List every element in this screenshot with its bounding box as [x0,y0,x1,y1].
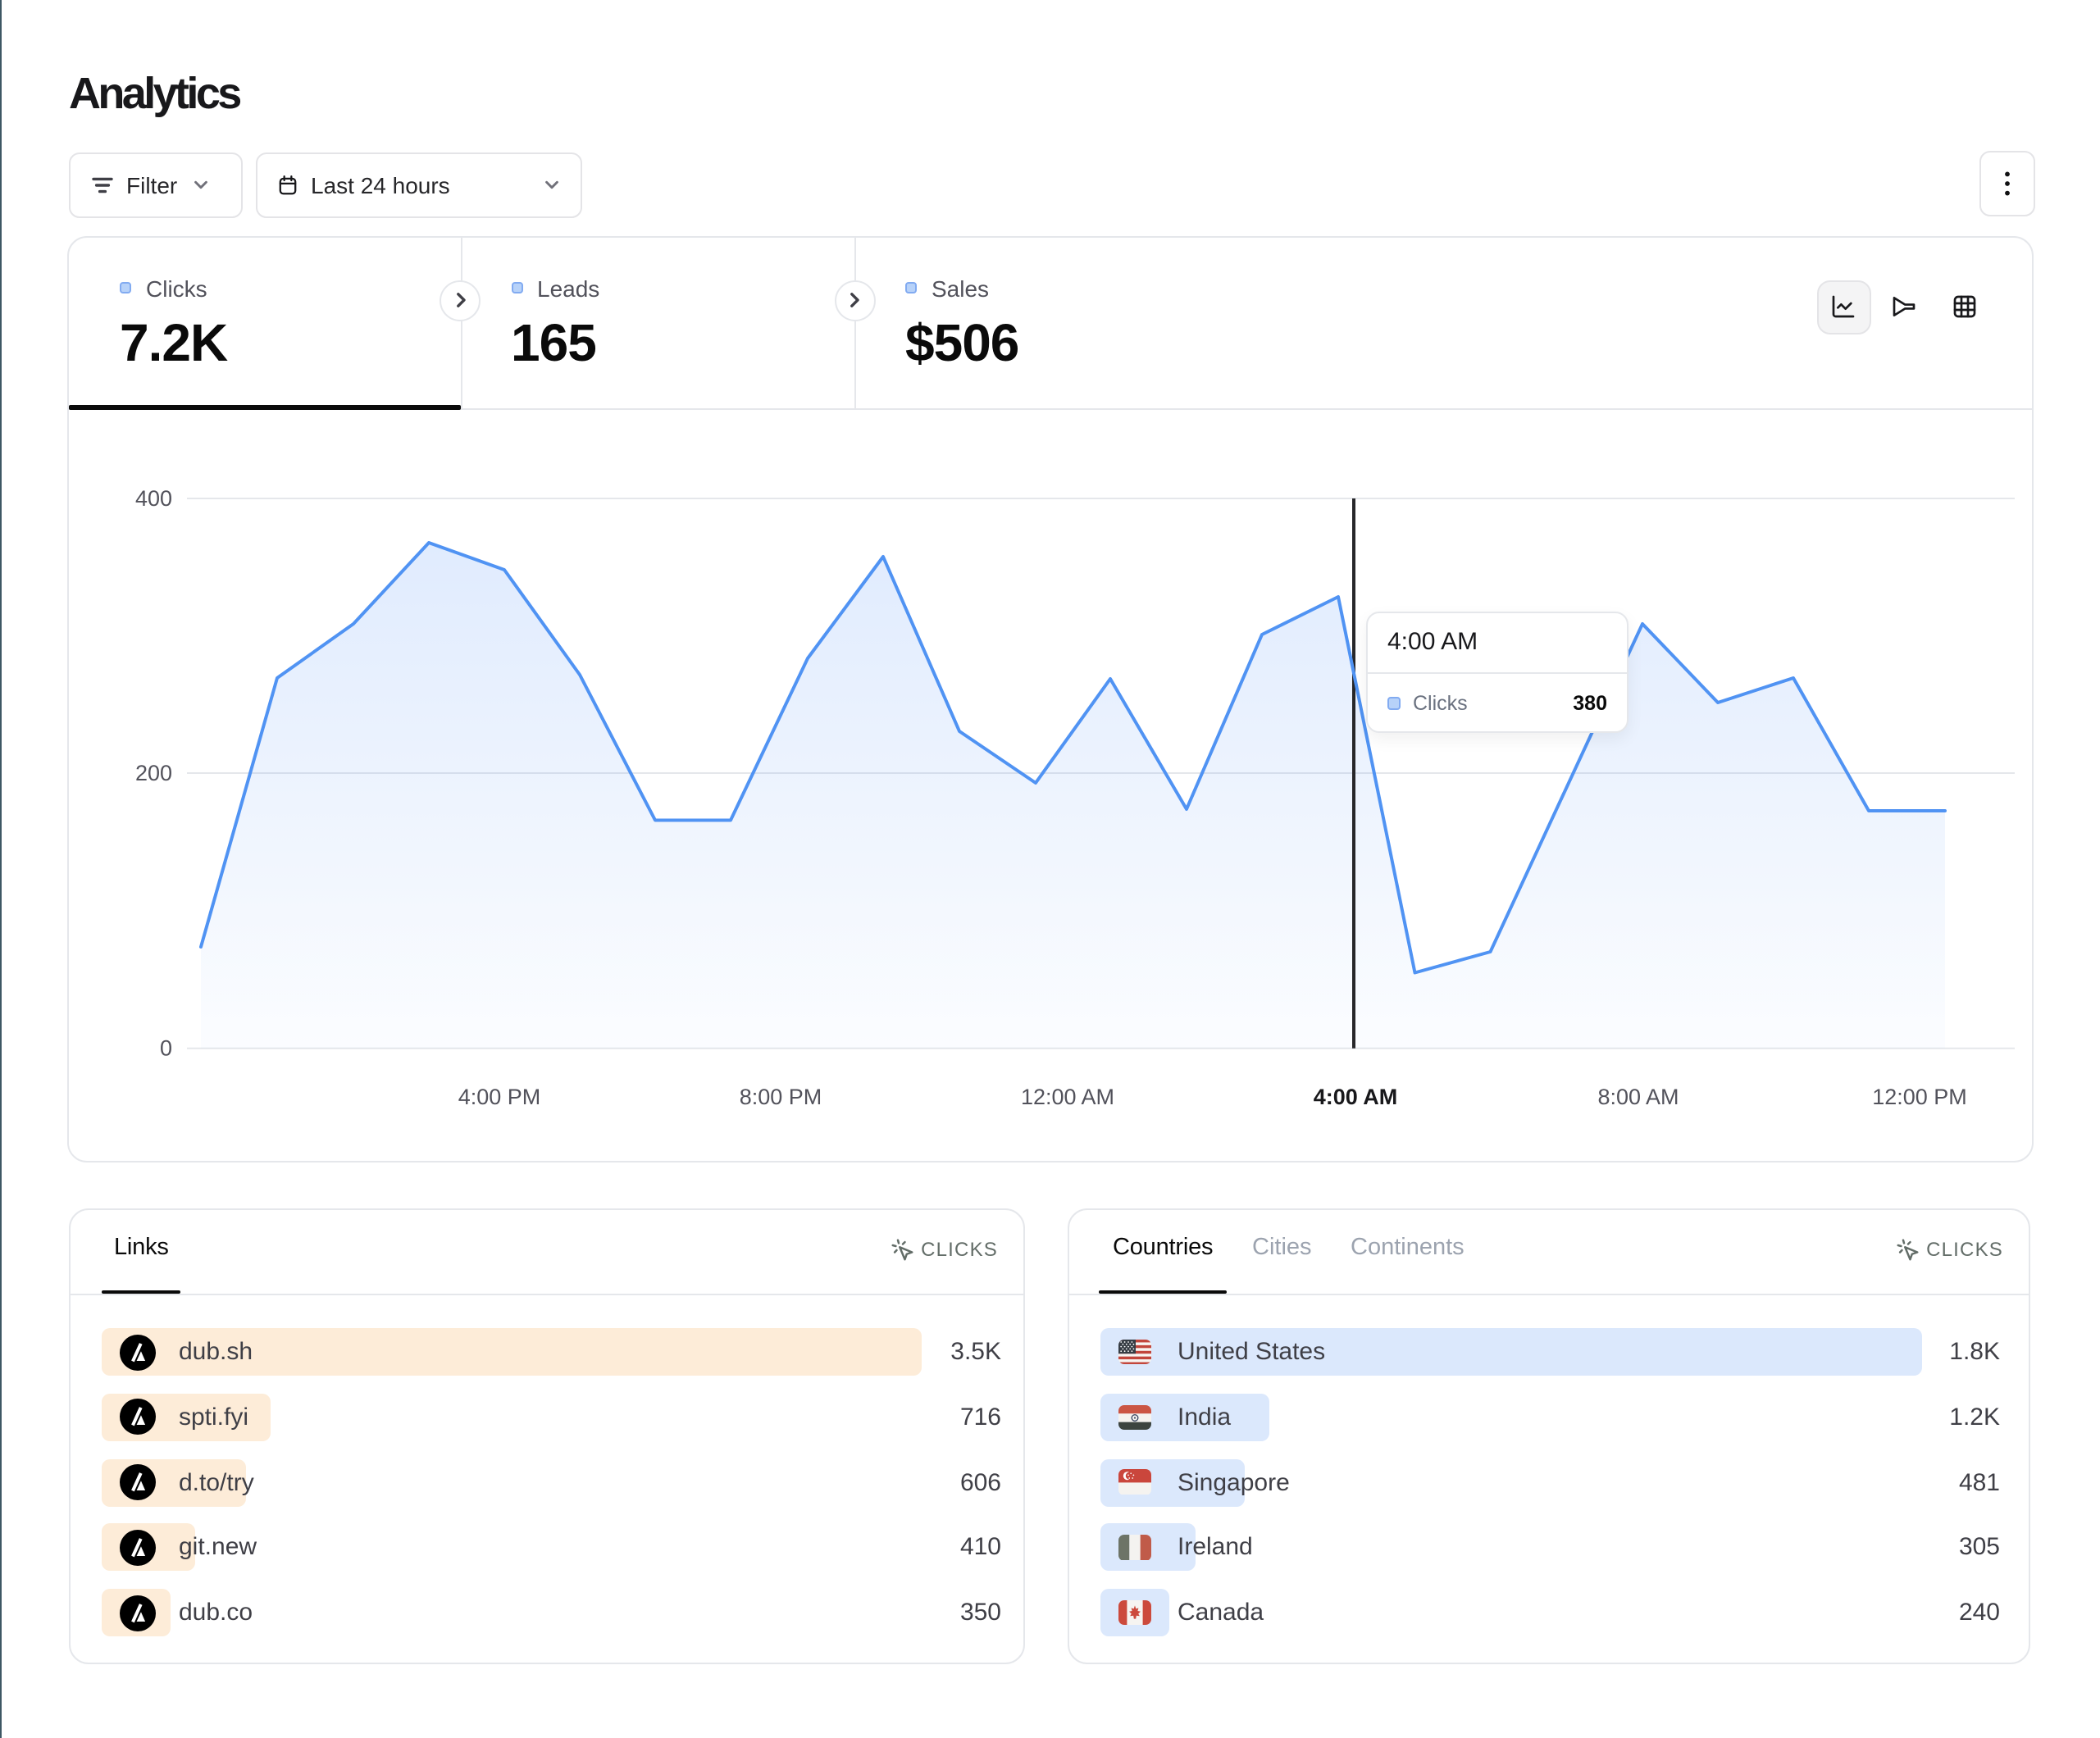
svg-text:12:00 PM: 12:00 PM [1872,1085,1967,1109]
svg-text:4:00 AM: 4:00 AM [1314,1085,1398,1109]
svg-text:8:00 PM: 8:00 PM [740,1085,822,1109]
svg-text:0: 0 [160,1036,172,1061]
svg-text:12:00 AM: 12:00 AM [1021,1085,1114,1109]
svg-text:8:00 AM: 8:00 AM [1597,1085,1679,1109]
svg-text:4:00 PM: 4:00 PM [458,1085,541,1109]
svg-text:400: 400 [135,486,172,511]
svg-text:200: 200 [135,761,172,785]
